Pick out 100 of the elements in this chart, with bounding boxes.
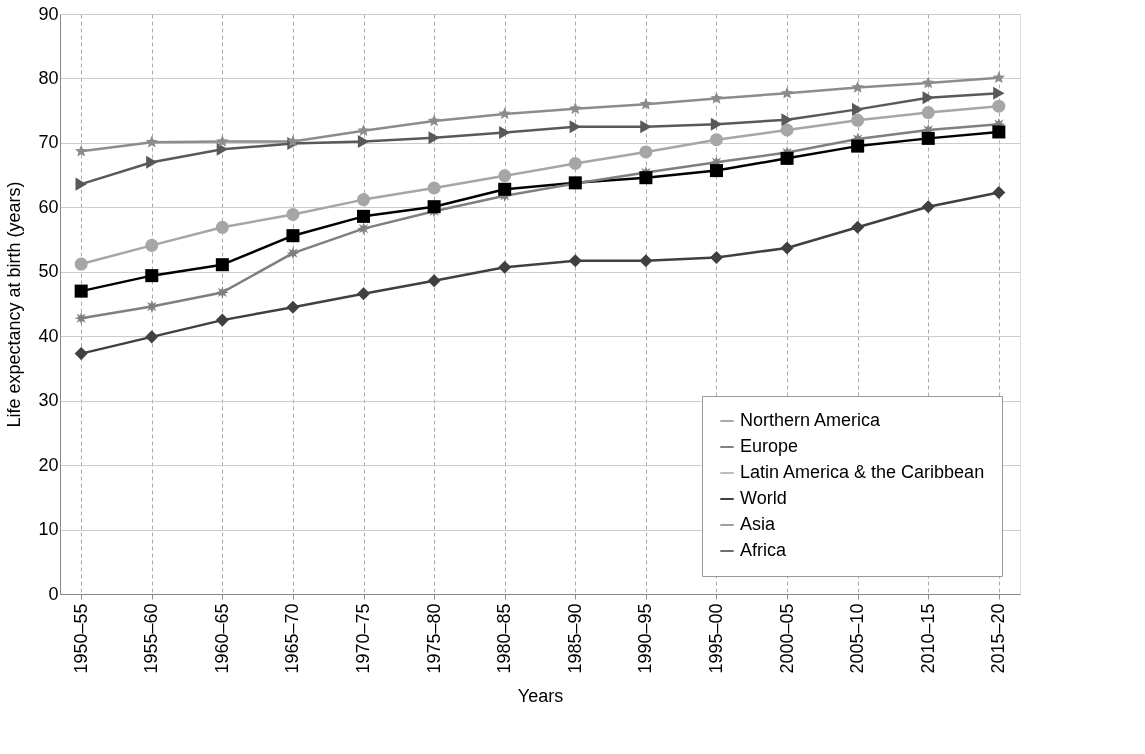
point	[145, 300, 159, 314]
point	[710, 117, 723, 131]
y-tick-label: 80	[38, 67, 59, 88]
point	[993, 86, 1005, 100]
x-tick-label: 1995–00	[705, 603, 726, 674]
point	[74, 257, 88, 271]
legend-label: World	[740, 488, 787, 508]
x-tick-label: 2005–10	[847, 603, 868, 674]
point	[427, 200, 441, 214]
point	[215, 258, 229, 272]
point	[922, 76, 935, 89]
point	[357, 209, 371, 223]
legend-label: Asia	[740, 514, 776, 534]
y-tick-label: 0	[48, 583, 59, 604]
point	[357, 287, 371, 301]
point	[498, 169, 512, 183]
point	[499, 126, 511, 140]
point	[145, 135, 158, 148]
point	[215, 313, 229, 327]
point	[851, 113, 865, 127]
point	[639, 97, 653, 110]
legend-label: Latin America & the Caribbean	[740, 462, 985, 482]
point	[216, 142, 228, 156]
point	[780, 86, 794, 99]
point	[498, 107, 511, 120]
x-tick-label: 1970–75	[353, 603, 374, 674]
x-tick-label: 1980–85	[494, 603, 515, 674]
point	[992, 71, 1006, 84]
x-axis-title: Years	[517, 685, 564, 706]
point	[145, 330, 159, 344]
point	[992, 125, 1006, 139]
point	[357, 193, 371, 207]
point	[710, 91, 723, 104]
point	[709, 251, 723, 265]
point	[286, 300, 300, 314]
point	[568, 254, 582, 268]
legend-label: Northern America	[740, 410, 882, 430]
x-tick-label: 1975–80	[423, 603, 444, 674]
y-tick-label: 40	[38, 325, 59, 346]
point	[780, 241, 794, 255]
point	[851, 220, 865, 234]
point	[75, 177, 87, 191]
point	[709, 164, 723, 178]
point	[640, 120, 652, 134]
point	[74, 144, 88, 157]
point	[921, 131, 935, 145]
y-tick-label: 90	[38, 3, 59, 24]
point	[781, 113, 793, 127]
y-tick-label: 10	[38, 519, 59, 540]
point	[639, 254, 653, 268]
point	[922, 91, 934, 105]
point	[145, 238, 159, 252]
point	[286, 229, 300, 243]
x-tick-label: 1960–65	[211, 603, 232, 674]
point	[780, 123, 794, 137]
point	[427, 274, 441, 288]
point	[569, 102, 582, 115]
x-tick-label: 1985–90	[564, 603, 585, 674]
x-tick-label: 1955–60	[141, 603, 162, 674]
y-tick-label: 50	[38, 261, 59, 282]
point	[498, 260, 512, 274]
point	[427, 181, 441, 195]
x-tick-label: 2000–05	[776, 603, 797, 674]
point	[286, 207, 300, 221]
point	[286, 246, 300, 260]
point	[921, 200, 935, 214]
point	[145, 269, 159, 283]
legend-label: Africa	[740, 540, 787, 560]
point	[215, 285, 229, 299]
point	[498, 182, 512, 196]
point	[427, 114, 441, 127]
point	[992, 185, 1006, 200]
y-tick-label: 20	[38, 454, 59, 475]
point	[709, 133, 723, 147]
point	[569, 120, 581, 134]
point	[74, 284, 88, 298]
y-tick-label: 60	[38, 196, 59, 217]
x-tick-label: 1990–95	[635, 603, 656, 674]
point	[639, 171, 653, 185]
point	[921, 106, 935, 120]
point	[639, 145, 653, 159]
point	[216, 135, 229, 147]
point	[780, 151, 794, 165]
point	[286, 135, 300, 147]
x-tick-label: 1965–70	[282, 603, 303, 674]
point	[215, 220, 229, 234]
y-axis-title: Life expectancy at birth (years)	[4, 181, 25, 428]
point	[357, 135, 370, 149]
x-tick-label: 2015–20	[988, 603, 1009, 674]
point	[992, 99, 1006, 113]
point	[74, 347, 88, 361]
point	[357, 124, 370, 136]
y-tick-label: 30	[38, 390, 59, 411]
y-tick-label: 70	[38, 132, 59, 153]
point	[146, 155, 158, 169]
point	[851, 80, 864, 93]
x-tick-label: 2010–15	[917, 603, 938, 674]
legend-label: Europe	[740, 436, 799, 456]
point	[428, 131, 440, 145]
point	[852, 102, 864, 116]
